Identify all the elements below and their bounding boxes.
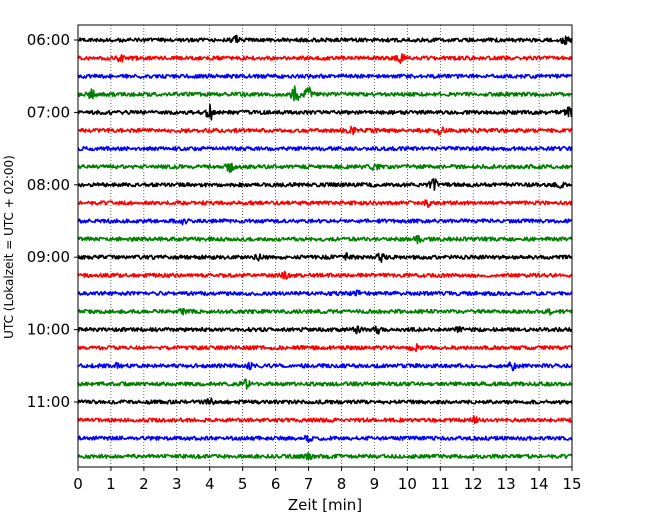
- y-tick-label: 10:00: [27, 321, 70, 339]
- x-tick-label: 6: [271, 475, 281, 493]
- trace-0945: [77, 307, 573, 316]
- trace-0645: [77, 85, 573, 102]
- x-tick-label: 8: [337, 475, 347, 493]
- trace-0815: [77, 199, 573, 209]
- trace-1145: [77, 452, 573, 461]
- x-tick-label: 5: [238, 475, 248, 493]
- plot-frame: [77, 24, 573, 468]
- x-tick-label: 14: [530, 475, 549, 493]
- trace-1000: [77, 325, 573, 335]
- x-tick-label: 7: [304, 475, 314, 493]
- x-tick-label: 10: [398, 475, 417, 493]
- x-axis-label: Zeit [min]: [288, 496, 362, 514]
- trace-0915: [77, 270, 573, 280]
- y-tick-label: 11:00: [27, 393, 70, 411]
- trace-1015: [77, 343, 573, 353]
- x-tick-label: 4: [205, 475, 215, 493]
- x-tick-label: 9: [370, 475, 380, 493]
- trace-0800: [77, 178, 573, 191]
- trace-1130: [77, 434, 573, 443]
- trace-1100: [77, 397, 573, 406]
- trace-0630: [77, 73, 573, 79]
- y-axis: 06:00 07:00 08:00 09:00 10:00 11:00: [27, 31, 78, 411]
- trace-0615: [77, 53, 573, 65]
- trace-0600: [77, 34, 573, 46]
- x-tick-label: 0: [73, 475, 83, 493]
- trace-0745: [77, 162, 573, 174]
- seismic-traces: [77, 34, 573, 461]
- trace-1045: [77, 378, 573, 390]
- trace-0715: [77, 125, 573, 136]
- trace-0930: [77, 289, 573, 297]
- trace-0700: [77, 103, 573, 121]
- y-tick-label: 09:00: [27, 248, 70, 266]
- trace-1030: [77, 361, 573, 372]
- x-tick-label: 11: [431, 475, 450, 493]
- x-tick-label: 15: [562, 475, 581, 493]
- x-tick-label: 2: [139, 475, 149, 493]
- y-tick-label: 07:00: [27, 103, 70, 121]
- trace-0845: [77, 234, 573, 245]
- x-tick-label: 12: [464, 475, 483, 493]
- x-tick-label: 1: [106, 475, 116, 493]
- trace-0830: [77, 218, 573, 226]
- trace-0900: [77, 252, 573, 263]
- y-axis-label: UTC (Lokalzeit = UTC + 02:00): [2, 155, 16, 339]
- trace-0730: [77, 145, 573, 152]
- x-tick-label: 3: [172, 475, 182, 493]
- trace-1115: [77, 415, 573, 425]
- x-axis: 0 1 2 3 4 5 6 7 8 9 10 11 12 13 14 15: [73, 467, 582, 493]
- y-tick-label: 06:00: [27, 31, 70, 49]
- x-tick-label: 13: [497, 475, 516, 493]
- y-tick-label: 08:00: [27, 176, 70, 194]
